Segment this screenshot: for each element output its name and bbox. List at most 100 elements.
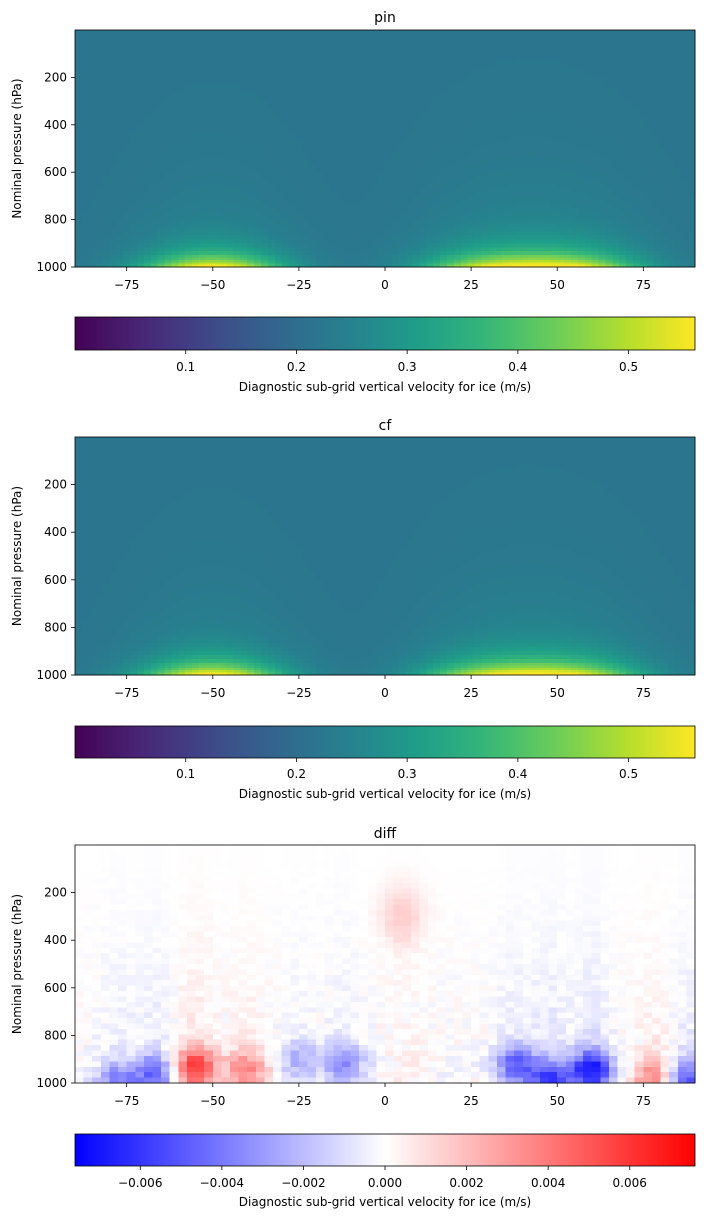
heatmap-cell <box>474 57 483 63</box>
heatmap-cell <box>543 227 551 233</box>
heatmap-cell <box>605 124 613 130</box>
heatmap-cell <box>205 191 214 197</box>
heatmap-cell <box>178 176 186 181</box>
heatmap-cell <box>385 89 393 94</box>
heatmap-cell <box>185 97 193 102</box>
heatmap-cell <box>102 144 111 150</box>
heatmap-cell <box>109 219 117 225</box>
heatmap-cell <box>543 156 551 161</box>
heatmap-cell <box>440 93 448 98</box>
heatmap-cell <box>288 57 297 63</box>
heatmap-cell <box>557 215 565 221</box>
heatmap-cell <box>584 93 593 98</box>
heatmap-cell <box>212 251 221 256</box>
heatmap-cell <box>350 168 359 173</box>
heatmap-cell <box>219 140 228 146</box>
heatmap-cell <box>433 37 441 43</box>
heatmap-cell <box>502 180 510 185</box>
heatmap-cell <box>137 207 145 213</box>
heatmap-cell <box>199 132 207 138</box>
heatmap-cell <box>130 172 138 177</box>
heatmap-cell <box>316 243 324 248</box>
heatmap-cell <box>343 195 352 201</box>
heatmap-cell <box>130 199 138 205</box>
heatmap-cell <box>192 227 200 233</box>
heatmap-cell <box>378 219 386 225</box>
heatmap-cell <box>226 128 235 134</box>
heatmap-cell <box>130 105 138 110</box>
heatmap-cell <box>488 191 496 197</box>
heatmap-cell <box>164 247 173 252</box>
heatmap-cell <box>143 247 152 252</box>
heatmap-cell <box>495 124 503 130</box>
heatmap-cell <box>178 255 186 260</box>
heatmap-cell <box>150 176 159 181</box>
heatmap-cell <box>557 180 565 185</box>
heatmap-cell <box>178 239 186 244</box>
heatmap-cell <box>378 231 386 236</box>
heatmap-cell <box>95 116 104 122</box>
heatmap-cell <box>447 105 455 110</box>
heatmap-cell <box>123 219 131 225</box>
heatmap-cell <box>467 184 476 189</box>
heatmap-cell <box>522 156 531 161</box>
heatmap-cell <box>584 69 593 75</box>
heatmap-cell <box>350 219 359 225</box>
heatmap-cell <box>288 259 297 263</box>
heatmap-cell <box>178 264 186 268</box>
heatmap-cell <box>385 41 393 47</box>
heatmap-cell <box>75 207 83 213</box>
heatmap-cell <box>261 191 269 197</box>
heatmap-cell <box>412 116 421 122</box>
heatmap-cell <box>192 207 200 213</box>
heatmap-cell <box>233 231 241 236</box>
heatmap-cell <box>557 132 565 138</box>
heatmap-cell <box>419 97 427 102</box>
heatmap-cell <box>495 128 503 134</box>
heatmap-cell <box>536 81 545 86</box>
heatmap-cell <box>467 219 476 225</box>
heatmap-cell <box>515 247 524 252</box>
heatmap-cell <box>357 81 365 86</box>
heatmap-cell <box>371 33 379 39</box>
heatmap-cell <box>364 144 372 150</box>
heatmap-cell <box>605 105 613 110</box>
heatmap-cell <box>185 251 193 256</box>
heatmap-cell <box>564 247 572 252</box>
heatmap-cell <box>543 116 551 122</box>
heatmap-cell <box>88 247 97 252</box>
heatmap-cell <box>316 89 324 94</box>
heatmap-cell <box>488 89 496 94</box>
heatmap-cell <box>398 203 407 209</box>
heatmap-cell <box>426 148 434 154</box>
heatmap-cell <box>123 255 131 260</box>
heatmap-cell <box>95 124 104 130</box>
heatmap-cell <box>598 255 607 260</box>
heatmap-cell <box>81 239 90 244</box>
heatmap-cell <box>584 203 593 209</box>
heatmap-cell <box>357 148 365 154</box>
heatmap-cell <box>591 45 600 51</box>
heatmap-cell <box>419 257 427 261</box>
heatmap-cell <box>467 97 476 102</box>
heatmap-cell <box>178 128 186 134</box>
heatmap-cell <box>564 164 572 169</box>
heatmap-cell <box>185 176 193 181</box>
heatmap-cell <box>515 33 524 39</box>
heatmap-cell <box>95 219 104 225</box>
heatmap-cell <box>591 172 600 177</box>
heatmap-cell <box>233 37 241 43</box>
heatmap-cell <box>481 262 489 266</box>
heatmap-cell <box>109 247 117 252</box>
heatmap-cell <box>150 257 159 261</box>
heatmap-cell <box>212 176 221 181</box>
heatmap-cell <box>137 257 145 261</box>
heatmap-cell <box>199 53 207 59</box>
heatmap-cell <box>467 262 476 266</box>
heatmap-cell <box>192 128 200 134</box>
heatmap-cell <box>240 152 248 157</box>
heatmap-cell <box>440 191 448 197</box>
heatmap-cell <box>137 33 145 39</box>
heatmap-cell <box>577 89 586 94</box>
heatmap-cell <box>364 77 372 82</box>
